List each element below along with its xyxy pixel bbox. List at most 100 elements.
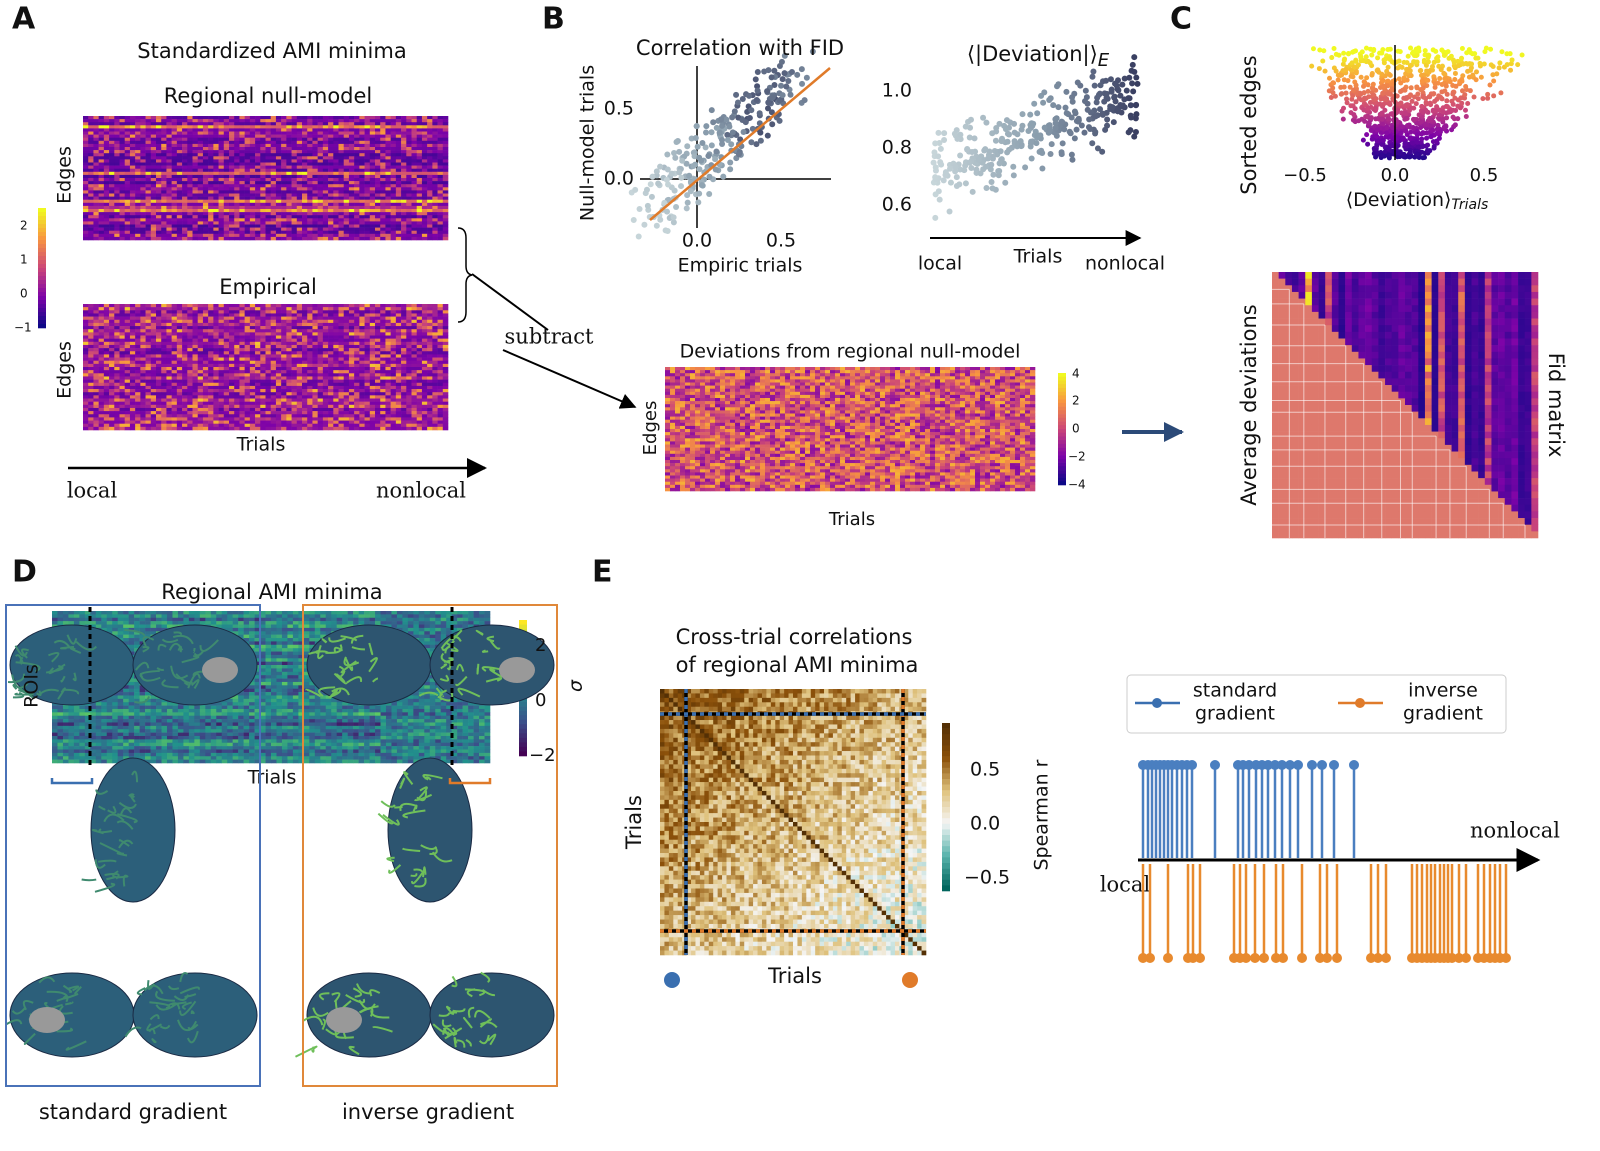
- heatmap-cell: [125, 132, 131, 135]
- heatmap-cell: [250, 159, 256, 162]
- heatmap-cell: [93, 172, 99, 175]
- heatmap-cell: [166, 132, 172, 135]
- heatmap-cell: [234, 135, 240, 138]
- heatmap-cell: [146, 212, 152, 215]
- heatmap-cell: [93, 150, 99, 153]
- heatmap-cell: [354, 212, 360, 215]
- heatmap-cell: [88, 156, 94, 159]
- heatmap-cell: [88, 119, 94, 122]
- heatmap-cell: [312, 153, 318, 156]
- heatmap-cell: [312, 135, 318, 138]
- heatmap-cell: [370, 144, 376, 147]
- heatmap-cell: [344, 166, 350, 169]
- heatmap-cell: [380, 203, 386, 206]
- heatmap-cell: [120, 212, 126, 215]
- heatmap-cell: [318, 128, 324, 131]
- heatmap-cell: [255, 128, 261, 131]
- heatmap-cell: [380, 175, 386, 178]
- heatmap-cell: [109, 181, 115, 184]
- heatmap-cell: [344, 147, 350, 150]
- heatmap-cell: [104, 159, 110, 162]
- heatmap-cell: [438, 119, 444, 122]
- heatmap-cell: [427, 166, 433, 169]
- heatmap-cell: [292, 209, 298, 212]
- heatmap-cell: [104, 181, 110, 184]
- heatmap-cell: [104, 197, 110, 200]
- heatmap-cell: [354, 144, 360, 147]
- heatmap-cell: [156, 181, 162, 184]
- heatmap-cell: [208, 184, 214, 187]
- heatmap-cell: [114, 206, 120, 209]
- heatmap-cell: [104, 203, 110, 206]
- heatmap-cell: [396, 153, 402, 156]
- heatmap-cell: [161, 156, 167, 159]
- heatmap-cell: [312, 147, 318, 150]
- heatmap-cell: [412, 128, 418, 131]
- heatmap-cell: [130, 163, 136, 166]
- heatmap-cell: [177, 159, 183, 162]
- heatmap-cell: [239, 200, 245, 203]
- heatmap-cell: [255, 122, 261, 125]
- heatmap-cell: [370, 169, 376, 172]
- heatmap-cell: [83, 156, 89, 159]
- heatmap-cell: [187, 128, 193, 131]
- heatmap-cell: [109, 175, 115, 178]
- heatmap-cell: [99, 178, 105, 181]
- heatmap-cell: [203, 128, 209, 131]
- heatmap-cell: [328, 122, 334, 125]
- heatmap-cell: [83, 175, 89, 178]
- heatmap-cell: [370, 122, 376, 125]
- heatmap-cell: [432, 147, 438, 150]
- heatmap-cell: [427, 132, 433, 135]
- heatmap-cell: [427, 212, 433, 215]
- heatmap-cell: [349, 203, 355, 206]
- heatmap-cell: [339, 119, 345, 122]
- heatmap-cell: [370, 194, 376, 197]
- heatmap-cell: [125, 138, 131, 141]
- heatmap-cell: [140, 141, 146, 144]
- heatmap-cell: [245, 144, 251, 147]
- heatmap-cell: [187, 169, 193, 172]
- heatmap-cell: [385, 132, 391, 135]
- heatmap-cell: [104, 147, 110, 150]
- heatmap-cell: [135, 194, 141, 197]
- heatmap-cell: [271, 128, 277, 131]
- heatmap-cell: [140, 166, 146, 169]
- heatmap-cell: [443, 169, 449, 172]
- heatmap-cell: [187, 153, 193, 156]
- heatmap-cell: [140, 184, 146, 187]
- heatmap-cell: [208, 172, 214, 175]
- heatmap-cell: [380, 132, 386, 135]
- heatmap-cell: [229, 150, 235, 153]
- heatmap-cell: [422, 209, 428, 212]
- heatmap-cell: [146, 150, 152, 153]
- heatmap-cell: [318, 209, 324, 212]
- heatmap-cell: [193, 197, 199, 200]
- heatmap-cell: [177, 125, 183, 128]
- heatmap-cell: [318, 122, 324, 125]
- heatmap-cell: [307, 200, 313, 203]
- heatmap-cell: [312, 138, 318, 141]
- heatmap-cell: [359, 209, 365, 212]
- heatmap-cell: [239, 119, 245, 122]
- heatmap-cell: [120, 135, 126, 138]
- heatmap-cell: [250, 141, 256, 144]
- heatmap-cell: [260, 200, 266, 203]
- heatmap-cell: [88, 135, 94, 138]
- heatmap-cell: [88, 169, 94, 172]
- heatmap-cell: [229, 209, 235, 212]
- heatmap-cell: [83, 132, 89, 135]
- heatmap-cell: [370, 187, 376, 190]
- heatmap-cell: [88, 163, 94, 166]
- heatmap-cell: [271, 203, 277, 206]
- heatmap-cell: [349, 212, 355, 215]
- heatmap-cell: [375, 175, 381, 178]
- heatmap-cell: [365, 178, 371, 181]
- heatmap-cell: [120, 125, 126, 128]
- heatmap-cell: [286, 156, 292, 159]
- heatmap-cell: [93, 147, 99, 150]
- heatmap-cell: [365, 135, 371, 138]
- heatmap-cell: [354, 132, 360, 135]
- heatmap-cell: [130, 184, 136, 187]
- heatmap-cell: [239, 144, 245, 147]
